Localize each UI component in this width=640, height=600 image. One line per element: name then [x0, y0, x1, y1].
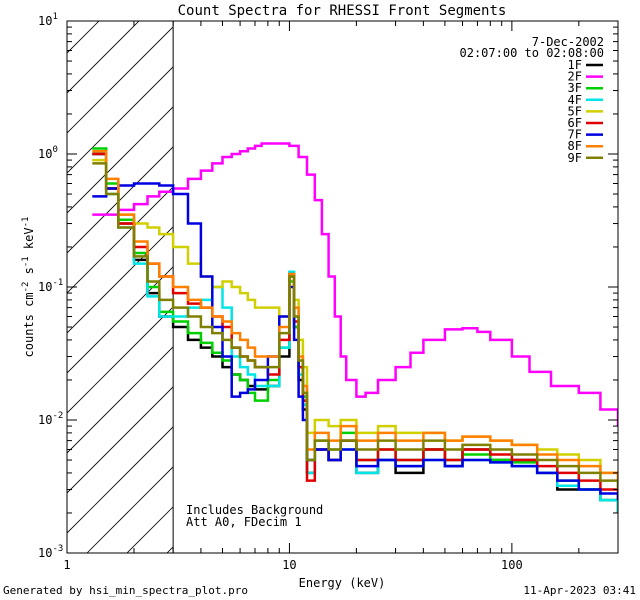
x-tick-label: 100	[501, 558, 523, 572]
hatch-line	[287, 0, 640, 553]
y-tick-label: 10-3	[38, 544, 63, 560]
series-group	[92, 142, 618, 513]
hatch-line	[67, 26, 174, 134]
y-axis-label-sup1: -2	[21, 282, 31, 293]
y-axis-label-mid1: s	[22, 267, 36, 281]
attenuator-note: Att A0, FDecim 1	[186, 515, 302, 529]
y-axis-label-sup3: -1	[21, 217, 31, 228]
hatch-line	[67, 21, 140, 94]
y-tick-label: 10-1	[38, 278, 63, 294]
hatch-line	[67, 386, 174, 494]
hatch-line	[67, 186, 174, 294]
series-line-9f	[92, 162, 618, 490]
x-axis-label: Energy (keV)	[299, 576, 386, 590]
series-line-2f	[92, 142, 618, 427]
hatch-line	[67, 106, 174, 214]
y-tick-label: 100	[38, 145, 58, 161]
legend-label-5f: 5F	[568, 104, 582, 118]
series-line-7f	[92, 182, 618, 501]
footer-generator: Generated by hsi_min_spectra_plot.pro	[3, 584, 248, 597]
hatch-line	[67, 66, 174, 174]
y-axis-label-mid2: keV	[22, 227, 36, 256]
legend-label-8f: 8F	[568, 139, 582, 153]
hatch-line	[67, 266, 174, 374]
legend-label-2f: 2F	[568, 70, 582, 84]
hatch-line	[327, 0, 640, 553]
x-tick-label: 1	[63, 558, 70, 572]
legend-label-1f: 1F	[568, 58, 582, 72]
date-label: 7-Dec-2002	[532, 35, 604, 49]
y-axis-label-sup2: -1	[21, 256, 31, 267]
hatch-line	[67, 21, 100, 54]
y-axis-label: counts cm-2 s-1 keV-1	[21, 217, 36, 358]
x-tick-label: 10	[282, 558, 296, 572]
axis-group: 1 10 100 10-3 10-2 10-1 100 101	[38, 12, 619, 572]
background-note: Includes Background	[186, 503, 323, 517]
hatch-line	[67, 226, 174, 334]
footer-timestamp: 11-Apr-2023 03:41	[523, 584, 636, 597]
time-range-label: 02:07:00 to 02:08:00	[460, 46, 605, 60]
chart-title: Count Spectra for RHESSI Front Segments	[178, 3, 507, 19]
legend-label-9f: 9F	[568, 151, 582, 165]
legend-label-4f: 4F	[568, 93, 582, 107]
legend-label-3f: 3F	[568, 81, 582, 95]
y-axis-label-base: counts cm	[22, 292, 36, 357]
hatch-line	[67, 426, 174, 534]
legend-label-7f: 7F	[568, 128, 582, 142]
legend-label-6f: 6F	[568, 116, 582, 130]
y-tick-label: 10-2	[38, 411, 63, 427]
y-tick-label: 101	[38, 12, 58, 28]
hatch-line	[67, 346, 174, 454]
hatch-line	[67, 306, 174, 414]
excluded-region-hatch	[67, 0, 640, 553]
